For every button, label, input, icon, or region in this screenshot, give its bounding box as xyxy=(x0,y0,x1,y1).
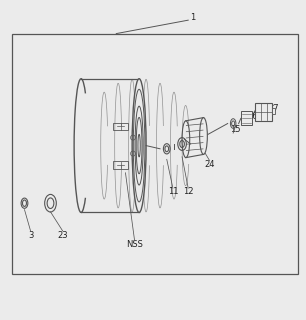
Text: 12: 12 xyxy=(183,188,193,196)
Text: 15: 15 xyxy=(230,125,241,134)
Ellipse shape xyxy=(132,79,146,212)
Text: 24: 24 xyxy=(204,160,215,169)
Text: 23: 23 xyxy=(58,231,68,240)
Text: NSS: NSS xyxy=(126,240,143,249)
Text: 3: 3 xyxy=(28,231,33,240)
Text: 11: 11 xyxy=(168,188,178,196)
Bar xyxy=(113,161,128,169)
Bar xyxy=(255,103,272,121)
Text: 16: 16 xyxy=(247,112,258,121)
Ellipse shape xyxy=(200,117,207,155)
Text: 17: 17 xyxy=(269,104,279,113)
Bar xyxy=(272,108,275,114)
Bar xyxy=(241,111,252,125)
Bar xyxy=(113,123,128,130)
Bar xyxy=(12,34,298,274)
Text: 1: 1 xyxy=(190,13,196,22)
